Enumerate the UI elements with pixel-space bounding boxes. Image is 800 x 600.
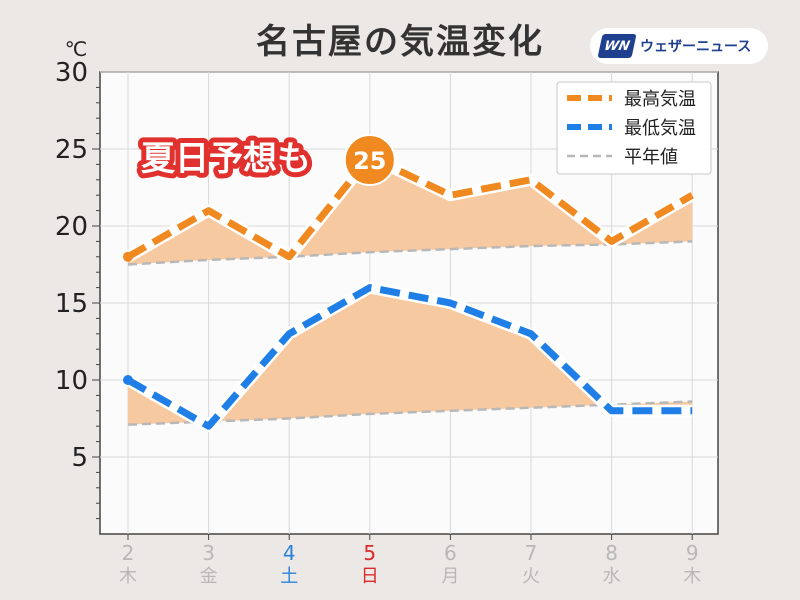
peak-marker-label: 25 (353, 147, 386, 175)
legend-label: 最低気温 (624, 118, 696, 139)
peak-marker: 25 (343, 134, 396, 186)
x-weekday-label: 木 (683, 566, 701, 587)
legend-box (556, 81, 712, 175)
x-tick-label: 7 (525, 541, 538, 565)
y-tick-label: 15 (55, 289, 88, 319)
summer-day-badge: 夏日予想も (136, 134, 316, 184)
high-deviation-area (128, 156, 693, 265)
logo-text: ウェザーニュース (640, 39, 752, 55)
legend-label: 最高気温 (624, 89, 696, 110)
x-weekday-label: 木 (119, 566, 137, 587)
x-tick-label: 3 (202, 541, 215, 565)
start-dot-low (123, 375, 133, 385)
x-tick-label: 6 (444, 541, 457, 565)
x-weekday-label: 日 (361, 566, 379, 587)
y-tick-label: 5 (71, 443, 88, 473)
badge-text: 夏日予想も (141, 139, 311, 179)
x-tick-label: 9 (686, 541, 699, 565)
x-weekday-label: 水 (603, 566, 621, 587)
x-tick-label: 8 (605, 541, 618, 565)
series-line-low (126, 284, 693, 430)
legend-label: 平年値 (624, 147, 678, 168)
x-weekday-label: 火 (522, 566, 540, 587)
y-tick-label: 20 (55, 212, 88, 242)
y-axis-unit: ℃ (65, 37, 87, 61)
x-weekday-label: 土 (280, 566, 298, 587)
peak-marker-circle (343, 134, 396, 186)
y-tick-label: 10 (55, 366, 88, 396)
x-weekday-label: 金 (200, 566, 218, 587)
low-deviation-area (128, 287, 693, 427)
series-line-high (126, 153, 694, 261)
x-weekday-label: 月 (441, 566, 459, 587)
start-dot-high (123, 251, 133, 262)
y-tick-label: 25 (55, 135, 88, 165)
x-tick-label: 4 (283, 541, 296, 565)
x-tick-label: 5 (363, 541, 376, 565)
y-tick-label: 30 (55, 58, 88, 88)
page-title: 名古屋の気温変化 (256, 22, 544, 62)
series-line-normal-high (127, 240, 693, 266)
weathernews-logo: WN ウェザーニュース (590, 28, 768, 64)
x-tick-label: 2 (122, 541, 135, 565)
